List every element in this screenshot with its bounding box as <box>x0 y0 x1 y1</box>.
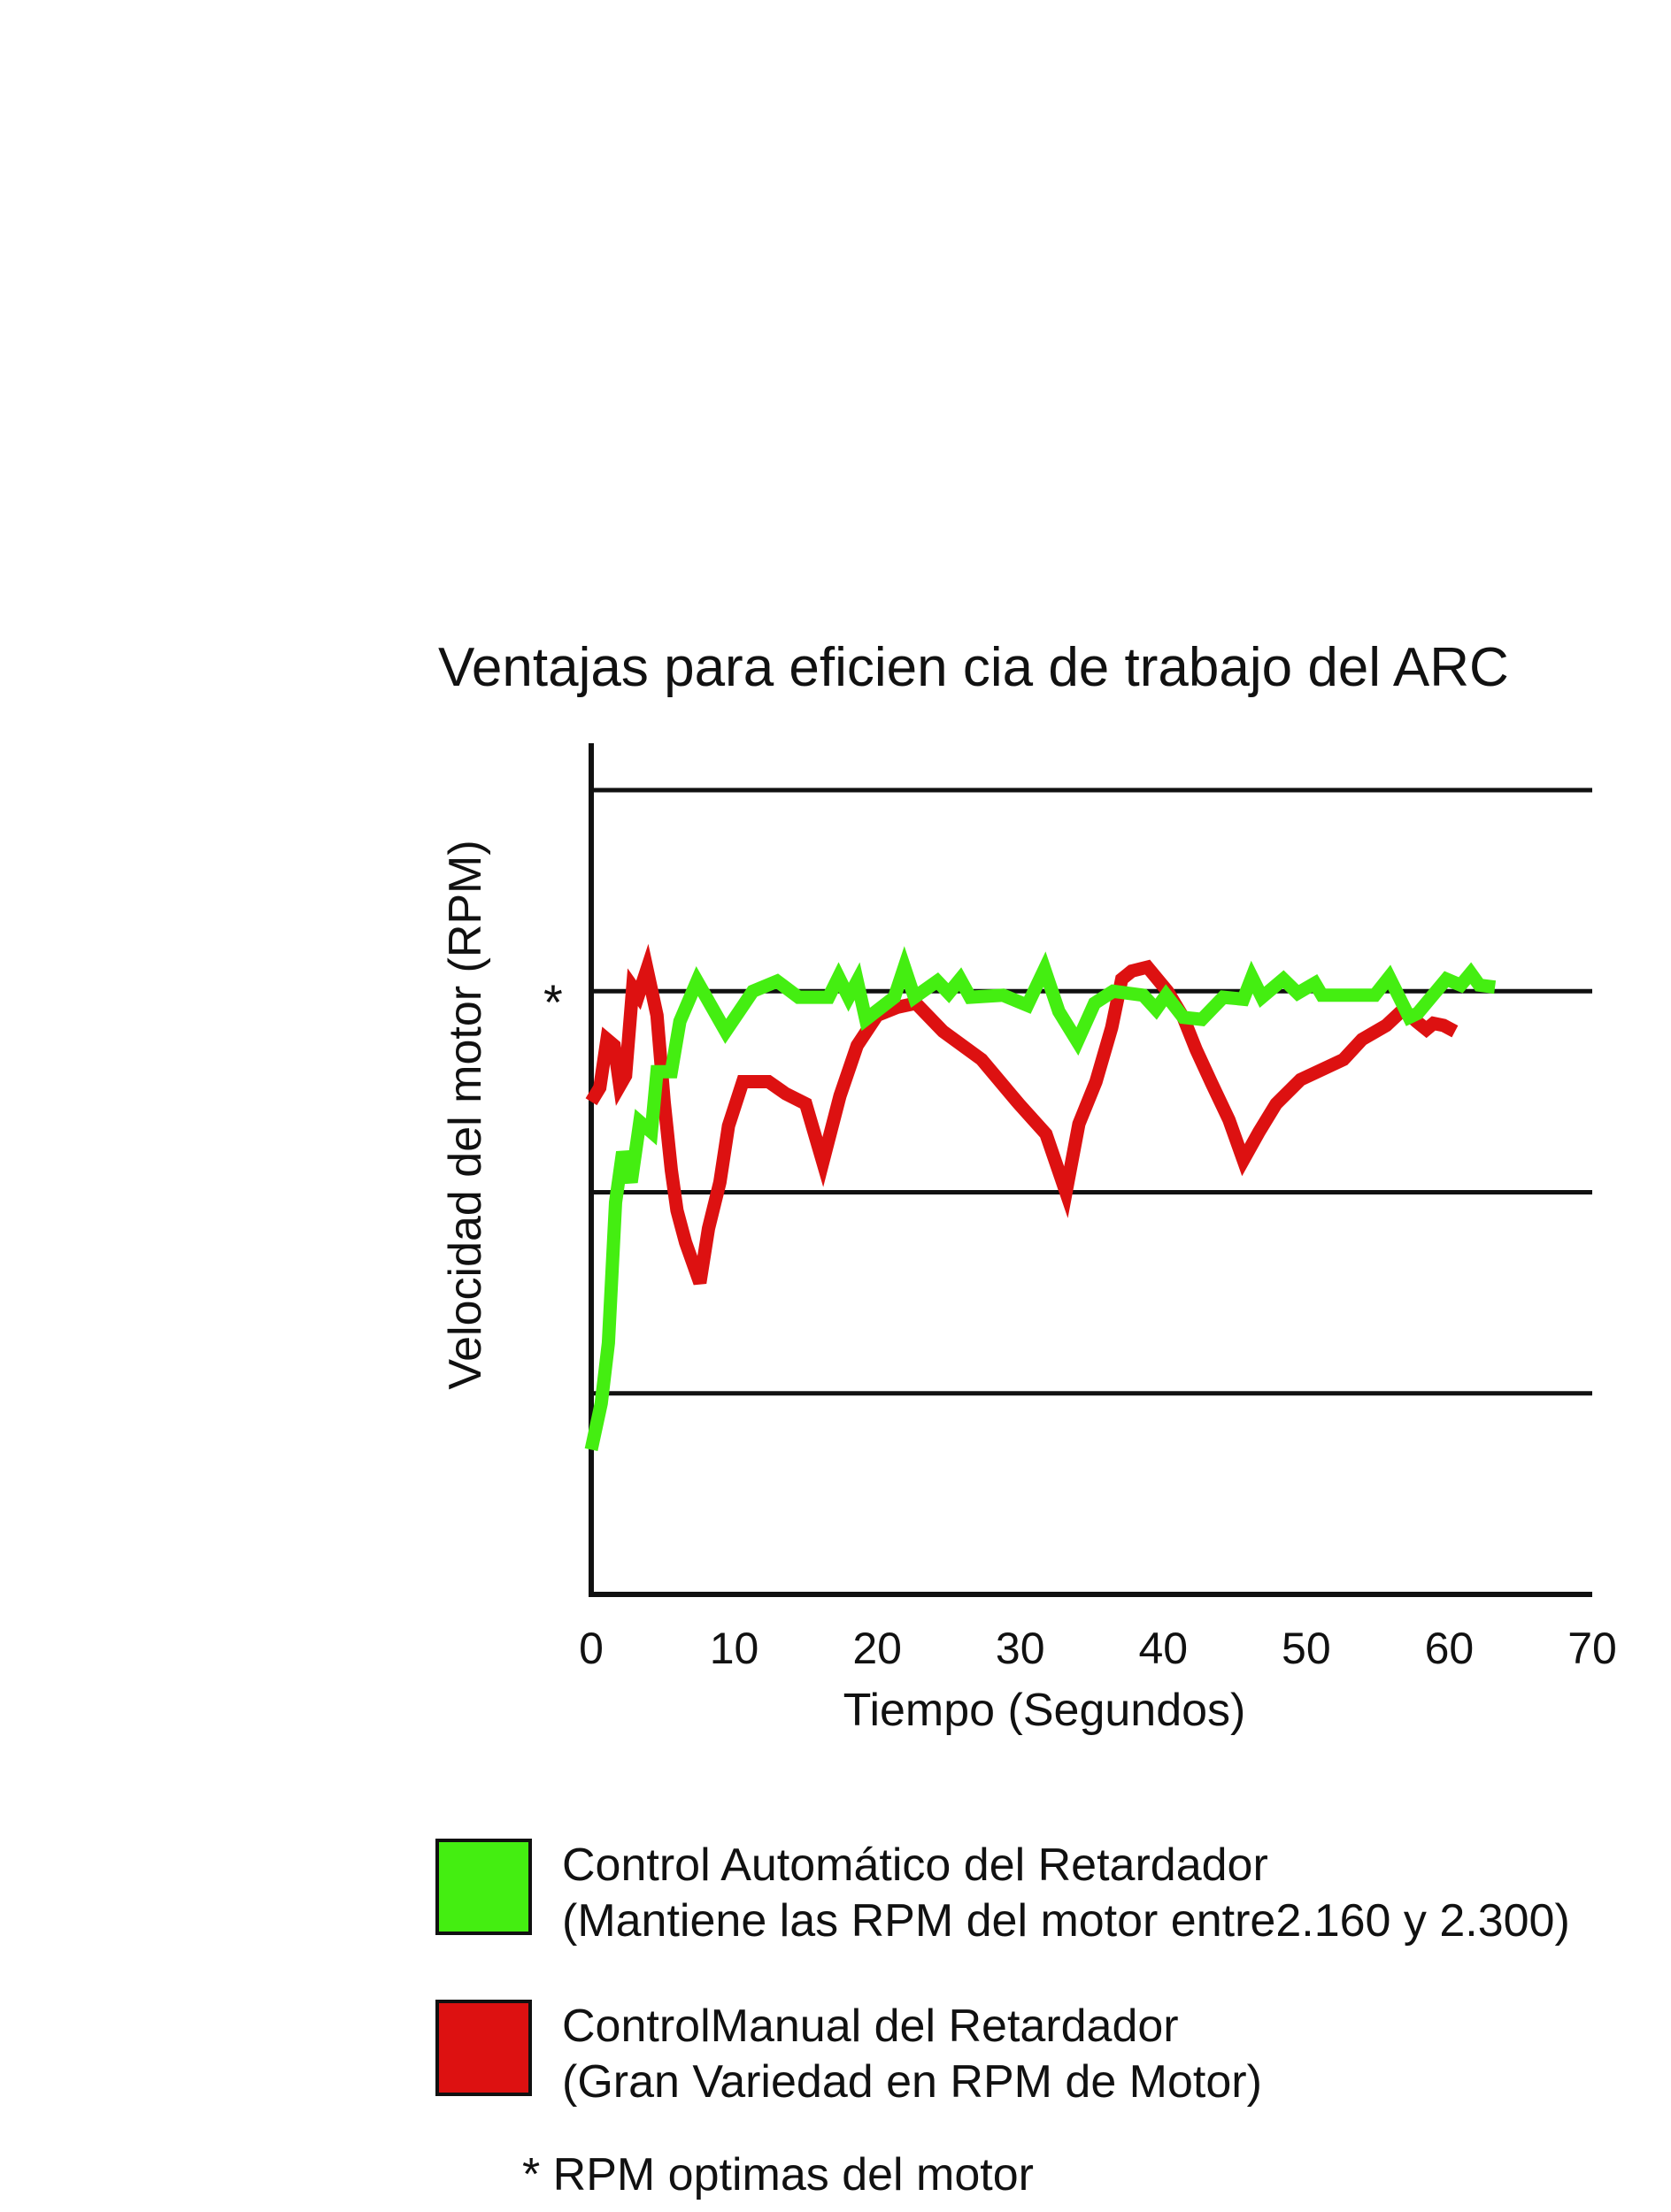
series-line <box>584 946 1497 1451</box>
series-line <box>585 943 1459 1286</box>
series-group <box>584 943 1497 1451</box>
x-tick-label: 60 <box>1425 1624 1475 1673</box>
axes <box>589 743 1592 1597</box>
x-axis-label: Tiempo (Segundos) <box>843 1685 1246 1736</box>
x-tick-label: 30 <box>996 1624 1045 1673</box>
x-tick-labels: 0 10 20 30 40 50 60 70 <box>579 1624 1617 1673</box>
legend-swatch-manual <box>435 2000 532 2096</box>
footnote: * RPM optimas del motor <box>522 2149 1034 2200</box>
legend-manual-detail: (Gran Variedad en RPM de Motor) <box>562 2056 1262 2108</box>
legend-swatch-automatic <box>435 1839 532 1935</box>
legend-automatic-title: Control Automático del Retardador <box>562 1839 1268 1891</box>
legend-automatic-detail: (Mantiene las RPM del motor entre2.160 y… <box>562 1895 1570 1947</box>
y-axis-label: Velocidad del motor (RPM) <box>440 840 491 1389</box>
optimum-marker: * <box>543 974 563 1030</box>
x-tick-label: 50 <box>1282 1624 1331 1673</box>
x-tick-label: 20 <box>852 1624 902 1673</box>
x-tick-label: 10 <box>710 1624 759 1673</box>
x-tick-label: 70 <box>1567 1624 1617 1673</box>
legend-manual-title: ControlManual del Retardador <box>562 2001 1179 2052</box>
x-tick-label: 40 <box>1138 1624 1188 1673</box>
x-tick-label: 0 <box>579 1624 604 1673</box>
chart-title: Ventajas para eficien cia de trabajo del… <box>438 637 1509 698</box>
